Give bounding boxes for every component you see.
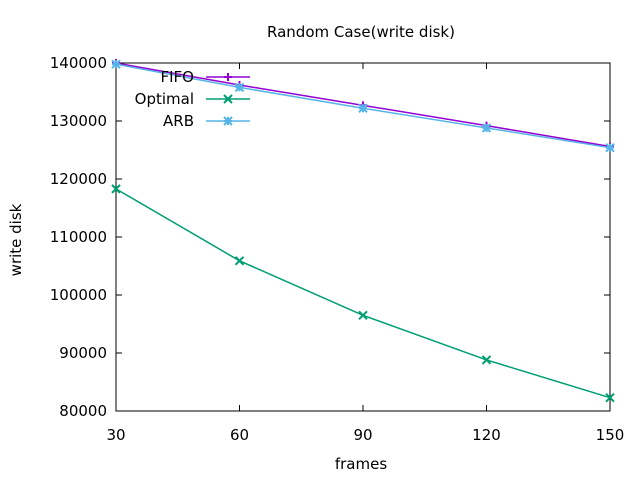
y-tick-label: 110000 (50, 228, 107, 246)
data-point (111, 59, 121, 69)
series-arb (111, 59, 615, 153)
y-axis-label: write disk (7, 203, 25, 276)
x-tick-label: 60 (230, 426, 249, 444)
data-point (111, 184, 121, 194)
chart-title: Random Case(write disk) (267, 23, 455, 41)
data-point (481, 355, 492, 365)
legend-marker (224, 73, 232, 81)
series-optimal (111, 184, 615, 403)
y-tick-label: 140000 (50, 54, 107, 72)
series-line (115, 188, 611, 399)
y-tick-label: 120000 (50, 170, 107, 188)
x-tick-label: 30 (106, 426, 125, 444)
legend-marker (223, 116, 233, 126)
data-point (605, 142, 615, 153)
y-tick-label: 130000 (50, 112, 107, 130)
legend-label: FIFO (161, 68, 195, 86)
legend-marker (223, 94, 233, 104)
data-point (605, 392, 615, 403)
y-tick-label: 90000 (59, 344, 107, 362)
data-point (234, 82, 245, 93)
series-group (111, 59, 615, 403)
data-point (358, 310, 368, 321)
x-axis-label: frames (335, 455, 387, 473)
data-point (481, 123, 492, 133)
legend-label: ARB (163, 112, 194, 130)
data-point (358, 103, 368, 113)
x-tick-label: 150 (596, 426, 625, 444)
x-tick-label: 120 (472, 426, 501, 444)
axis-ticks: 30 60 90 120 150 80000 90000 100000 110000 120000… (50, 54, 625, 444)
legend-label: Optimal (135, 90, 194, 108)
y-tick-label: 100000 (50, 286, 107, 304)
data-point (234, 256, 245, 266)
x-tick-label: 90 (353, 426, 372, 444)
y-tick-label: 80000 (59, 402, 107, 420)
legend: FIFO Optimal ARB (135, 68, 250, 130)
